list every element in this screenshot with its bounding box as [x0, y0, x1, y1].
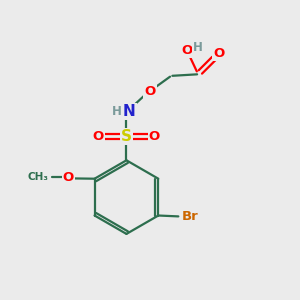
- Text: CH₃: CH₃: [28, 172, 49, 182]
- Text: O: O: [62, 171, 74, 184]
- Text: O: O: [149, 130, 160, 143]
- Text: N: N: [123, 103, 136, 118]
- Text: O: O: [144, 85, 156, 98]
- Text: O: O: [93, 130, 104, 143]
- Text: Br: Br: [182, 211, 199, 224]
- Text: O: O: [181, 44, 192, 57]
- Text: H: H: [193, 41, 203, 54]
- Text: O: O: [213, 47, 224, 60]
- Text: S: S: [121, 129, 132, 144]
- Text: H: H: [112, 105, 122, 118]
